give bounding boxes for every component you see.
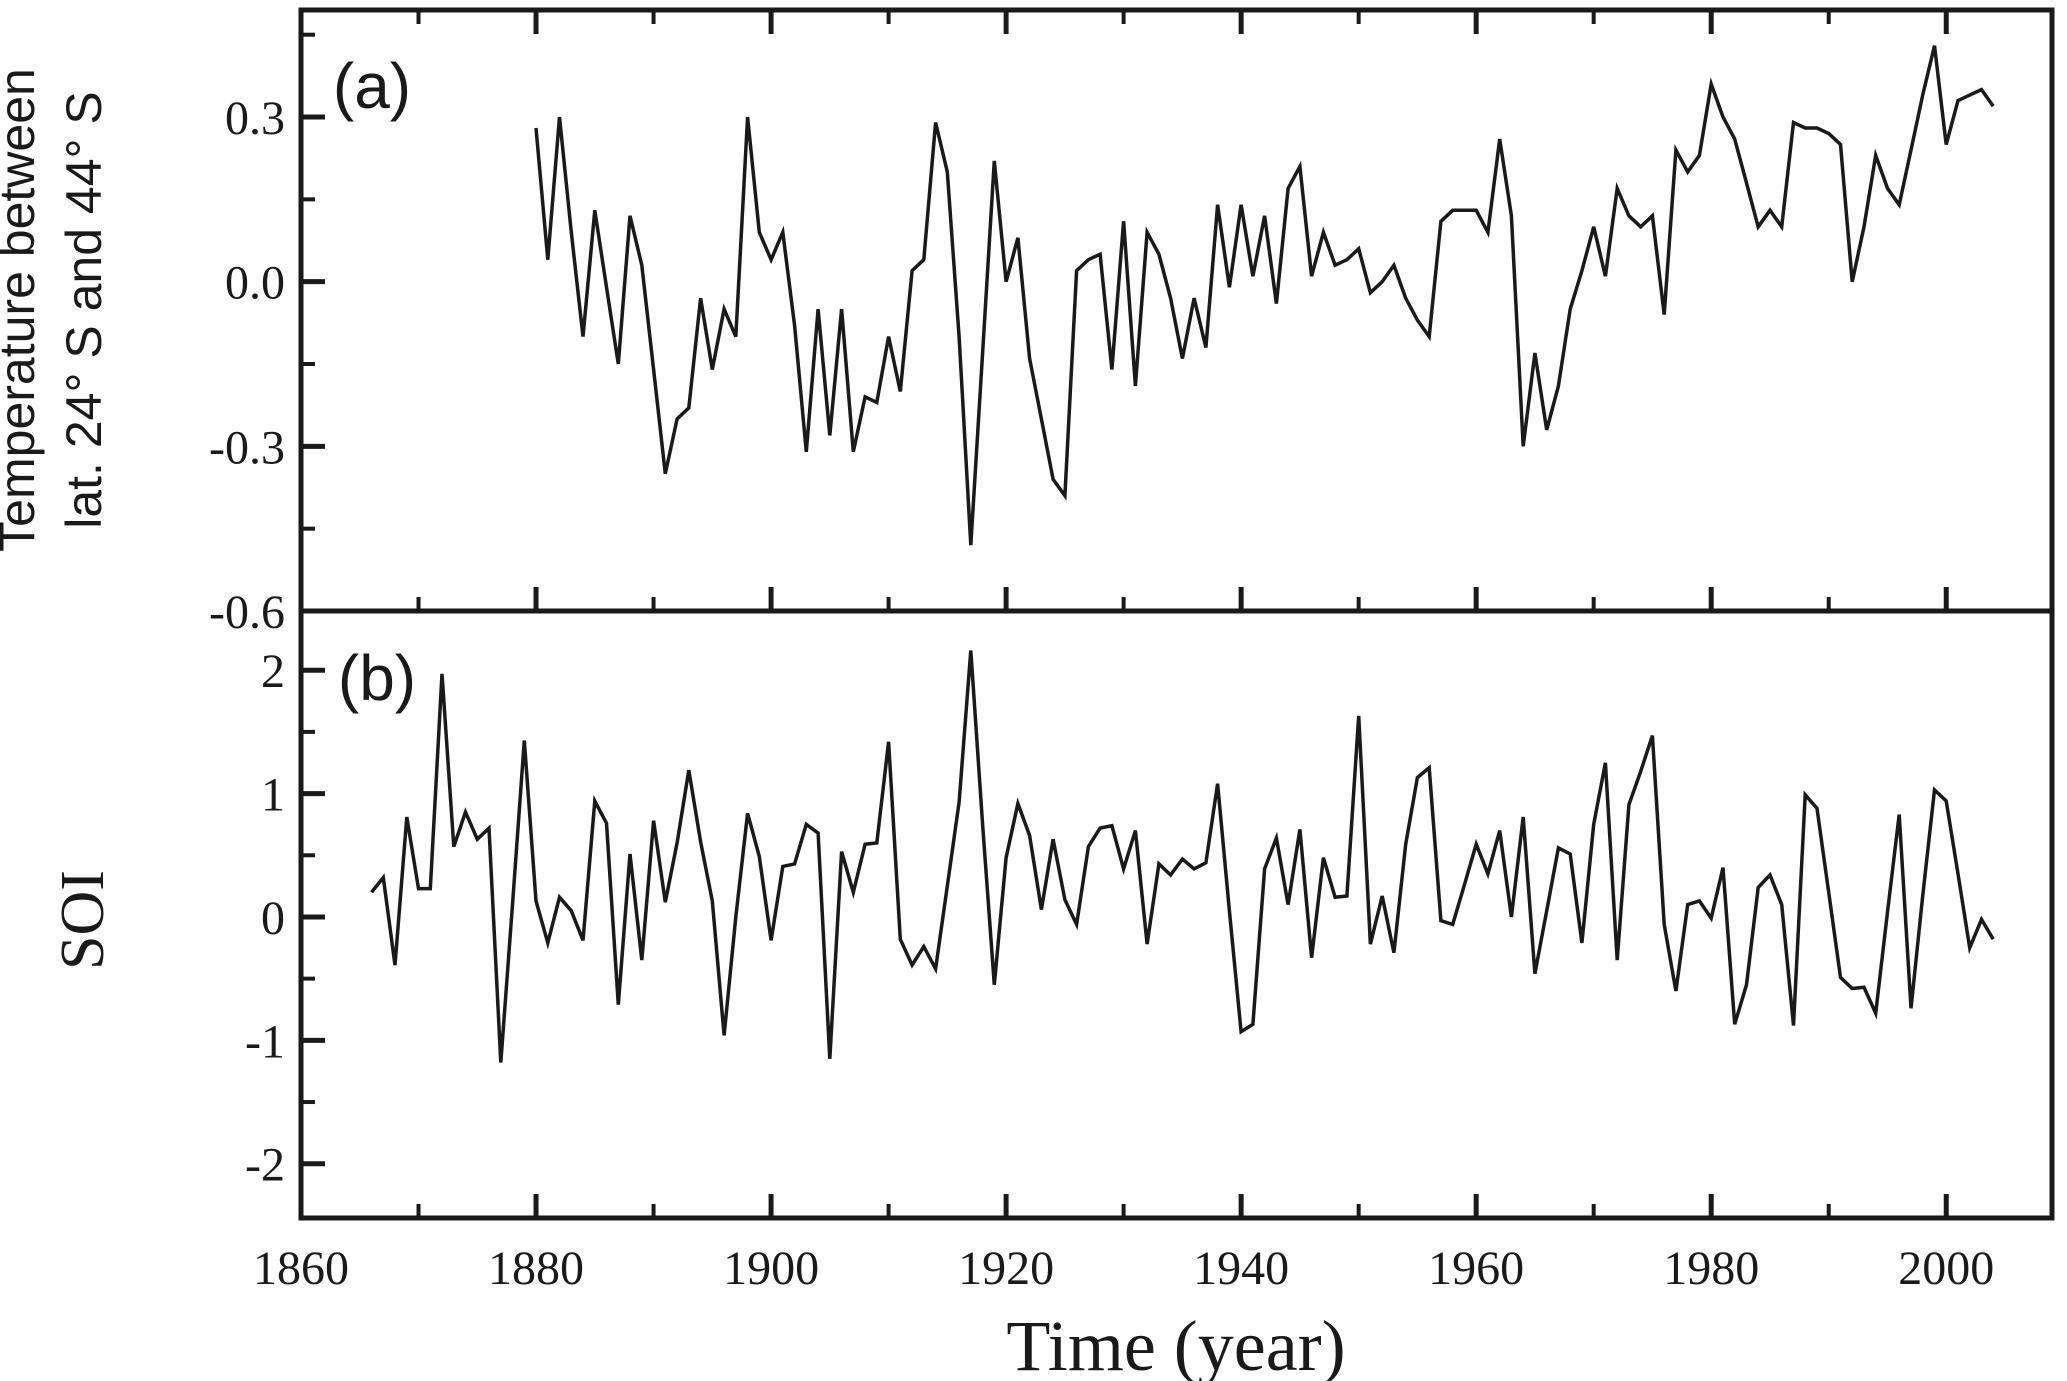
x-axis-tick-label: 1900 xyxy=(723,1242,819,1295)
temperature-line xyxy=(534,45,1995,546)
temperature-panel-ytick-label: -0.6 xyxy=(209,586,285,639)
x-axis-tick-label: 1920 xyxy=(958,1242,1054,1295)
soi-line xyxy=(370,650,1995,1063)
panel-a-ylabel-line2: lat. 24° S and 44° S xyxy=(56,91,112,529)
panel-b-ylabel: SOI xyxy=(49,870,117,970)
x-axis-tick-label: 1880 xyxy=(488,1242,584,1295)
panel-a-ylabel-line1: Temperature between xyxy=(0,68,45,552)
x-axis-label: Time (year) xyxy=(1006,1306,1345,1381)
soi-panel-ytick-label: 1 xyxy=(261,769,285,822)
x-axis-tick-label: 1960 xyxy=(1428,1242,1524,1295)
soi-panel-ytick-label: -1 xyxy=(245,1015,285,1068)
soi-panel-ytick-label: -2 xyxy=(245,1139,285,1192)
temperature-panel-ytick-label: 0.3 xyxy=(225,92,285,145)
temperature-panel-border xyxy=(298,7,2055,614)
soi-panel-ytick-label: 0 xyxy=(261,892,285,945)
chart-root: 0.3 0.0 -0.3 -0.6 2 1 0 -1 -2 1860 1880 1900 1920 194… xyxy=(209,7,2055,1295)
temperature-panel-ytick-label: -0.3 xyxy=(209,421,285,474)
panel-b-letter: (b) xyxy=(338,642,416,714)
x-axis-tick-label: 2000 xyxy=(1898,1242,1994,1295)
x-axis-tick-label: 1860 xyxy=(253,1242,349,1295)
soi-panel-border xyxy=(298,608,2055,1221)
x-axis-tick-label: 1980 xyxy=(1663,1242,1759,1295)
x-axis-tick-label: 1940 xyxy=(1193,1242,1289,1295)
temperature-panel-ytick-label: 0.0 xyxy=(225,257,285,310)
panel-a-letter: (a) xyxy=(333,50,411,122)
soi-panel-ytick-label: 2 xyxy=(261,645,285,698)
